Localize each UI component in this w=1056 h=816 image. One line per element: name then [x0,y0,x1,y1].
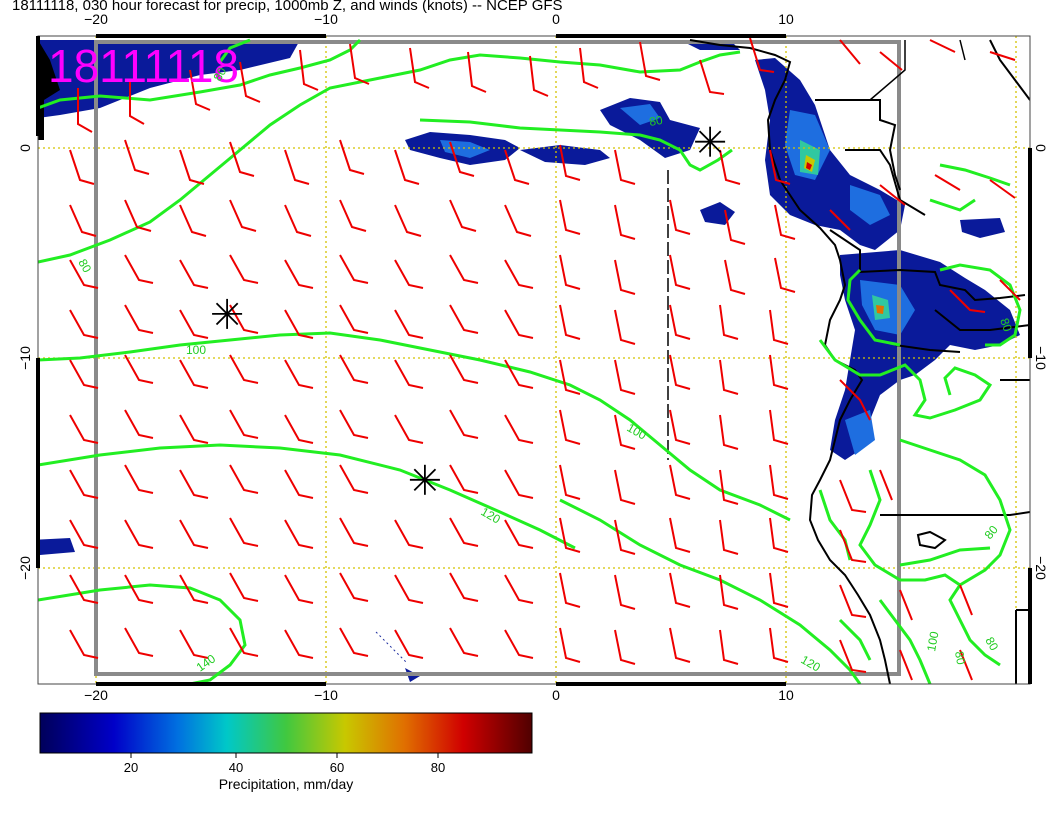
colorbar-tick-label: 80 [431,760,445,775]
graticule [38,36,1030,684]
lat-tick-label: −20 [1033,556,1049,580]
lon-tick-label: −20 [84,687,108,703]
lat-tick-label: −10 [17,346,33,370]
coastlines-thin [667,39,966,460]
lat-tick-label: 0 [1033,144,1049,152]
domain-box [94,40,901,676]
colorbar-tick-label: 40 [229,760,243,775]
contour-label: 80 [952,650,968,666]
colorbar-label: Precipitation, mm/day [219,776,354,792]
date-stamp: 18111118 [48,40,239,92]
map-title: 18111118, 030 hour forecast for precip, … [12,0,563,14]
contour-label: 80 [997,316,1015,334]
contour-label: 100 [924,630,941,652]
lon-tick-label: −10 [314,687,338,703]
colorbar-gradient [39,712,533,754]
bottom-longitude-axis: −20 −10 0 10 [84,687,794,703]
pressure-marker-icon [212,298,243,329]
wind-barbs [69,37,1021,681]
precipitation-colorbar: 20 40 60 80 Precipitation, mm/day [39,712,533,792]
contour-label: 80 [75,257,94,276]
height-contours [38,38,1022,684]
contour-label: 100 [186,343,206,357]
left-latitude-axis: 0 −10 −20 [17,144,33,580]
plot-frame [36,34,1032,686]
pressure-marker-icon [409,464,440,495]
lat-tick-label: −10 [1033,346,1049,370]
contour-label: 80 [648,113,664,129]
lon-tick-label: 10 [778,11,794,27]
map-frame-ticks [375,631,407,663]
lon-tick-label: 0 [552,687,560,703]
lon-tick-label: −20 [84,11,108,27]
lon-tick-label: −10 [314,11,338,27]
lat-tick-label: −20 [17,556,33,580]
lon-tick-label: 0 [552,11,560,27]
pressure-markers [212,126,726,495]
precipitation-heavy [440,104,915,455]
colorbar-tick-label: 20 [124,760,138,775]
colorbar-tick-label: 60 [330,760,344,775]
contour-label: 80 [982,635,1001,654]
lat-tick-label: 0 [17,144,33,152]
contour-label: 80 [210,65,229,84]
pressure-marker-icon [695,126,726,157]
top-longitude-axis: −20 −10 0 10 [84,11,794,27]
lon-tick-label: 10 [778,687,794,703]
right-latitude-axis: 0 −10 −20 [1033,144,1049,580]
